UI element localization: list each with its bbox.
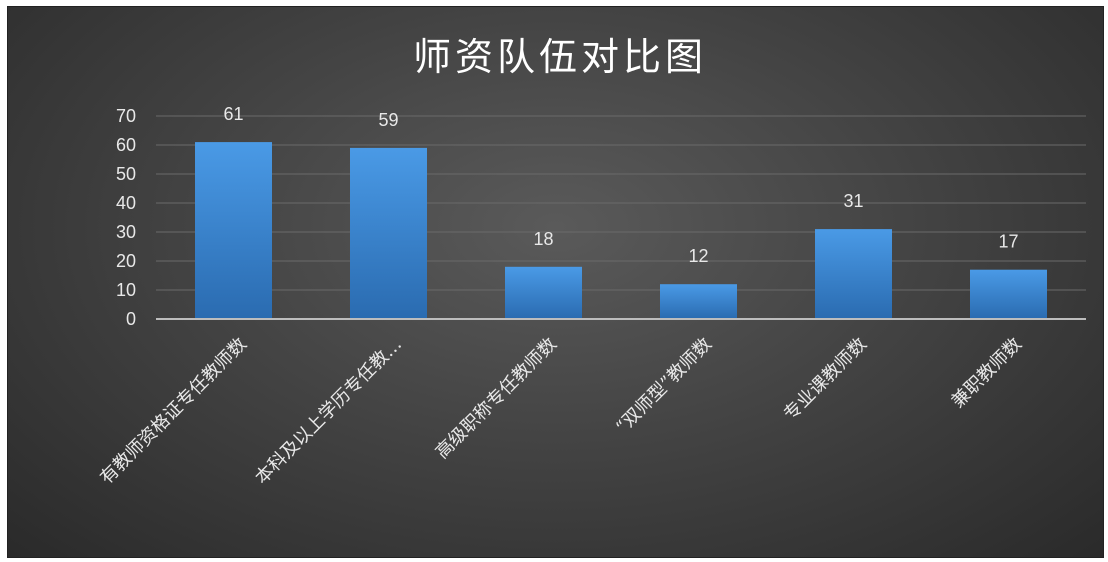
y-tick-label: 50: [116, 164, 136, 184]
category-label: 有教师资格证专任教师数: [96, 334, 251, 489]
bar: [505, 266, 582, 319]
bar-chart: 师资队伍对比图 0 10 20 30 40 50 60 70 61 59 18 12 31 17 有教师…: [96, 35, 1086, 489]
category-label: 专业课教师数: [780, 334, 871, 425]
category-label: “双师型”教师数: [612, 334, 716, 438]
bar: [970, 269, 1047, 319]
chart-title: 师资队伍对比图: [413, 35, 707, 79]
bar: [660, 284, 737, 319]
bar: [195, 142, 272, 319]
category-label: 本科及以上学历专任教…: [251, 334, 406, 489]
category-label: 兼职教师数: [948, 334, 1026, 412]
data-label: 17: [998, 232, 1018, 252]
y-tick-label: 60: [116, 135, 136, 155]
y-tick-label: 0: [126, 309, 136, 329]
y-tick-label: 20: [116, 251, 136, 271]
data-labels: 61 59 18 12 31 17: [223, 104, 1018, 266]
y-axis-ticks: 0 10 20 30 40 50 60 70: [116, 106, 136, 329]
data-label: 12: [688, 246, 708, 266]
chart-area: 师资队伍对比图 0 10 20 30 40 50 60 70 61 59 18 12 31 17 有教师…: [7, 6, 1104, 558]
data-label: 59: [378, 110, 398, 130]
y-tick-label: 40: [116, 193, 136, 213]
data-label: 61: [223, 104, 243, 124]
bar: [350, 147, 427, 319]
data-label: 18: [533, 229, 553, 249]
bars: [195, 142, 1047, 319]
bar: [815, 229, 892, 319]
data-label: 31: [843, 191, 863, 211]
category-labels: 有教师资格证专任教师数 本科及以上学历专任教… 高级职称专任教师数 “双师型”教师数专…: [96, 334, 1026, 489]
y-tick-label: 30: [116, 222, 136, 242]
gridlines: [156, 115, 1086, 291]
y-tick-label: 10: [116, 280, 136, 300]
y-tick-label: 70: [116, 106, 136, 126]
category-label: 高级职称专任教师数: [432, 334, 561, 463]
